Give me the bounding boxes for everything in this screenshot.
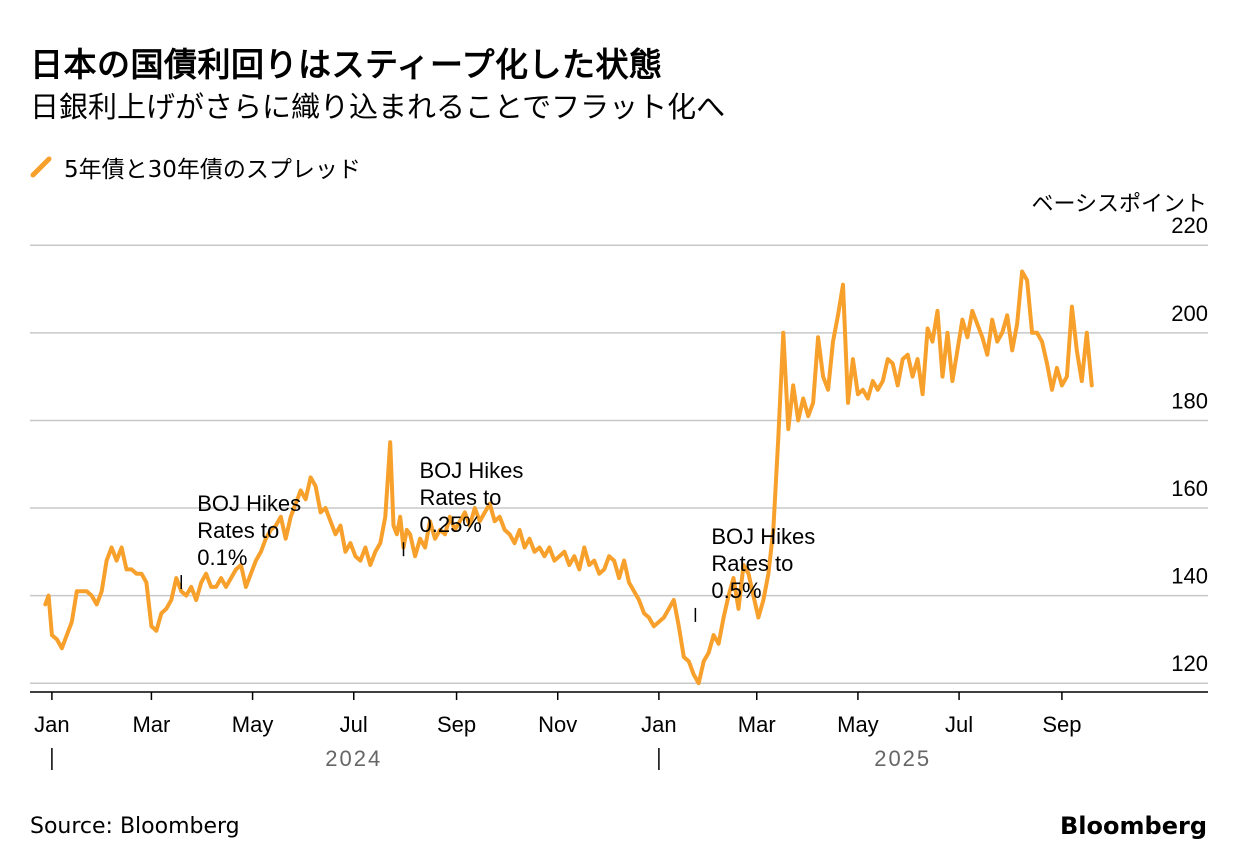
source-note: Source: Bloomberg (30, 814, 240, 839)
legend-swatch-icon (30, 156, 52, 178)
chart-title: 日本の国債利回りはスティープ化した状態 (30, 45, 663, 84)
y-tick-label-120: 120 (1171, 651, 1208, 676)
annotation-2-line-0: BOJ Hikes (711, 524, 815, 549)
annotation-2-line-1: Rates to (711, 551, 793, 576)
x-tick-label-nov-5: Nov (538, 712, 577, 737)
x-tick-label-jul-9: Jul (945, 712, 973, 737)
x-tick-label-may-8: May (837, 712, 879, 737)
bloomberg-logo: Bloomberg (1060, 812, 1207, 840)
annotation-1-line-0: BOJ Hikes (419, 458, 523, 483)
annotation-0-line-1: Rates to (197, 518, 279, 543)
annotation-1-line-1: Rates to (419, 485, 501, 510)
annotation-0-line-0: BOJ Hikes (197, 491, 301, 516)
y-tick-label-160: 160 (1171, 476, 1208, 501)
x-tick-label-jan-6: Jan (641, 712, 676, 737)
annotation-0-line-2: 0.1% (197, 545, 247, 570)
year-label-2024: 2024 (325, 746, 382, 771)
legend-label: 5年債と30年債のスプレッド (64, 157, 361, 183)
year-label-2025: 2025 (874, 746, 931, 771)
y-tick-label-200: 200 (1171, 301, 1208, 326)
x-tick-label-sep-4: Sep (437, 712, 476, 737)
annotation-1-line-2: 0.25% (419, 512, 481, 537)
x-tick-label-jan-0: Jan (34, 712, 69, 737)
legend: 5年債と30年債のスプレッド (30, 150, 361, 184)
x-tick-label-mar-7: Mar (738, 712, 776, 737)
x-tick-label-mar-1: Mar (132, 712, 170, 737)
y-tick-label-220: 220 (1171, 213, 1208, 238)
x-tick-label-may-2: May (232, 712, 274, 737)
annotation-2-line-2: 0.5% (711, 578, 761, 603)
chart-subtitle: 日銀利上げがさらに織り込まれることでフラット化へ (30, 90, 726, 124)
x-tick-label-sep-10: Sep (1042, 712, 1081, 737)
x-tick-label-jul-3: Jul (340, 712, 368, 737)
series-line-spread (43, 269, 1094, 686)
y-tick-label-180: 180 (1171, 388, 1208, 413)
y-axis-unit-label: ベーシスポイント (1031, 192, 1207, 217)
y-tick-label-140: 140 (1171, 564, 1208, 589)
